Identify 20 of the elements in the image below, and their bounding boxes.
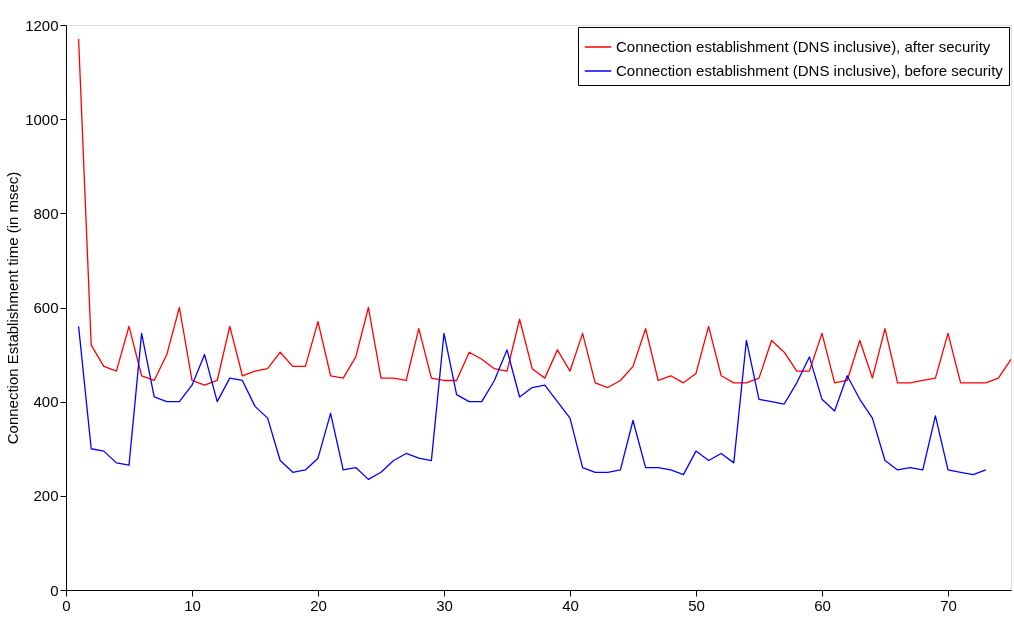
x-tick-label: 60 — [814, 596, 831, 614]
y-tick-label: 800 — [33, 204, 59, 222]
y-tick-label: 200 — [33, 487, 59, 505]
x-tick-label: 20 — [310, 596, 327, 614]
x-tick-label: 40 — [562, 596, 579, 614]
y-tick-label: 600 — [33, 299, 59, 316]
y-tick-label: 0 — [50, 581, 59, 599]
legend-label: Connection establishment (DNS inclusive), before security — [616, 62, 1004, 79]
x-tick-label: 50 — [688, 596, 705, 614]
x-tick-label: 30 — [436, 596, 453, 614]
line-series — [77, 38, 1012, 389]
legend-label: Connection establishment (DNS inclusive), after security — [616, 38, 991, 55]
y-tick-label: 400 — [33, 393, 59, 411]
x-tick-label: 10 — [184, 596, 201, 614]
x-tick-label: 70 — [940, 596, 957, 614]
y-axis-title: Connection Establishment time (in msec) — [4, 171, 22, 445]
x-tick-label: 0 — [62, 596, 71, 614]
y-tick-label: 1200 — [25, 16, 59, 34]
y-tick-label: 1000 — [25, 110, 59, 128]
line-series — [77, 325, 987, 480]
